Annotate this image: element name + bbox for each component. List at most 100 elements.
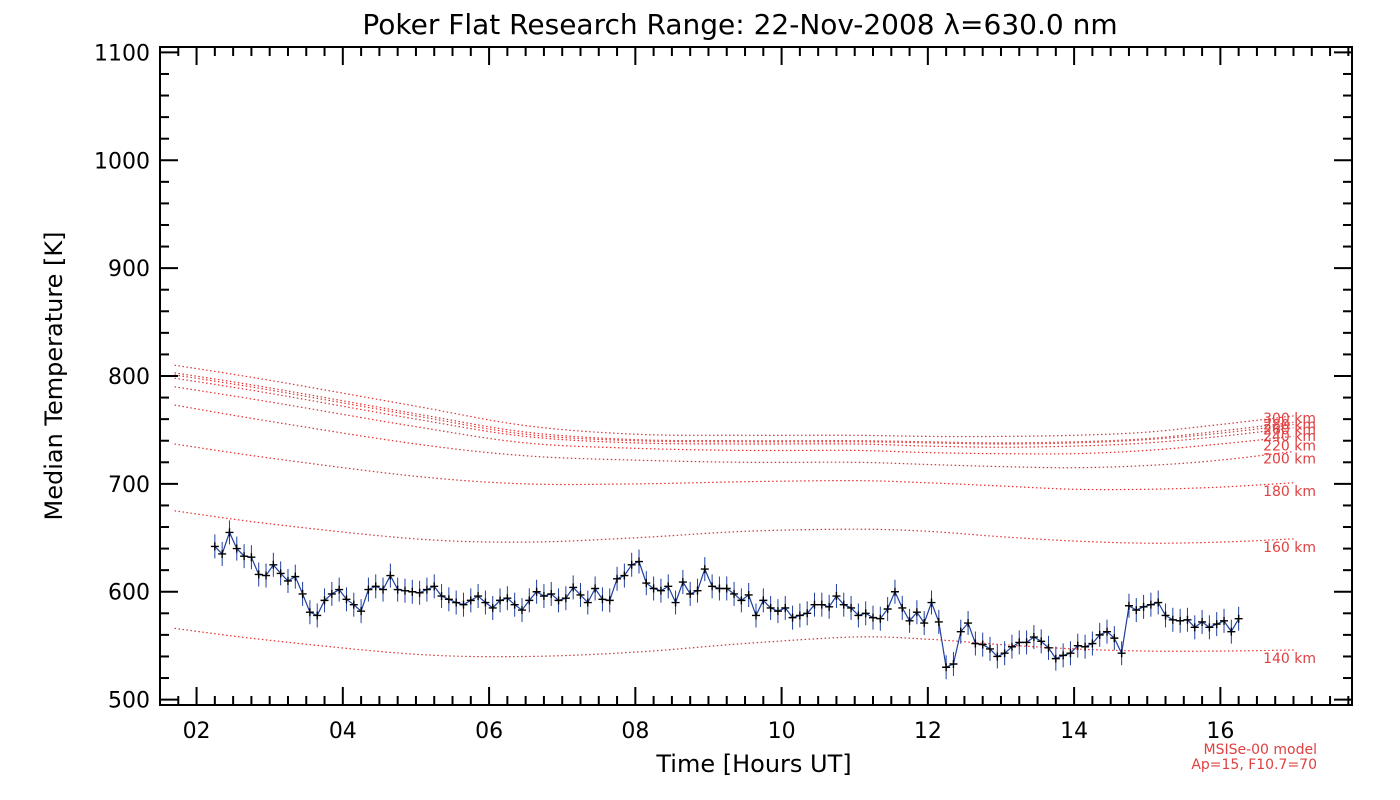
data-point (210, 542, 219, 551)
data-point (262, 571, 271, 580)
data-point (978, 640, 987, 649)
data-point (576, 590, 585, 599)
data-point (730, 589, 739, 598)
chart-title: Poker Flat Research Range: 22-Nov-2008 λ… (362, 8, 1117, 41)
data-point (686, 589, 695, 598)
data-point (854, 611, 863, 620)
data-point (671, 598, 680, 607)
y-axis: 500 600 700 800 900 1000 1100 (94, 41, 1352, 714)
data-point (986, 644, 995, 653)
data-point (269, 560, 278, 569)
data-point (1029, 633, 1038, 642)
data-point (1146, 600, 1155, 609)
data-point (415, 588, 424, 597)
data-point (583, 598, 592, 607)
y-tick-label: 600 (108, 581, 150, 606)
model-curve (174, 386, 1294, 455)
x-tick-label: 10 (768, 719, 796, 744)
altitude-label: 260 km (1263, 423, 1316, 439)
x-tick-label: 04 (329, 719, 357, 744)
data-point (1132, 606, 1141, 615)
data-point (371, 582, 380, 591)
data-point (788, 613, 797, 622)
data-point (1059, 651, 1068, 660)
data-point (539, 592, 548, 601)
data-point (452, 598, 461, 607)
model-curve (174, 364, 1294, 438)
altitude-label: 300 km (1263, 411, 1316, 427)
data-point (569, 583, 578, 592)
data-point (1168, 615, 1177, 624)
data-point (408, 587, 417, 596)
data-point (1088, 639, 1097, 648)
data-point (1205, 623, 1214, 632)
data-point (320, 596, 329, 605)
data-point (298, 589, 307, 598)
data-point (605, 596, 614, 605)
y-tick-label: 800 (108, 365, 150, 390)
data-point (883, 604, 892, 613)
x-axis: 02 04 06 08 10 12 14 16 (159, 47, 1350, 744)
data-point (517, 606, 526, 615)
data-point (254, 570, 263, 579)
data-point (422, 585, 431, 594)
data-point (1190, 623, 1199, 632)
data-point (656, 586, 665, 595)
data-point (459, 600, 468, 609)
data-point (693, 586, 702, 595)
data-point (825, 602, 834, 611)
data-point (1037, 637, 1046, 646)
data-point (1139, 602, 1148, 611)
data-point (912, 608, 921, 617)
data-point (393, 585, 402, 594)
data-point (839, 600, 848, 609)
altitude-label: 200 km (1263, 452, 1316, 468)
data-point (664, 582, 673, 591)
data-point (1103, 627, 1112, 636)
data-point (803, 609, 812, 618)
data-point (276, 569, 285, 578)
data-point (781, 603, 790, 612)
data-point (1117, 649, 1126, 658)
data-point (1081, 642, 1090, 651)
model-curve (174, 374, 1294, 445)
data-point (759, 596, 768, 605)
data-point (1007, 642, 1016, 651)
data-point (832, 592, 841, 601)
data-point (1220, 616, 1229, 625)
data-point (554, 596, 563, 605)
data-point (847, 603, 856, 612)
data-point (627, 560, 636, 569)
data-point (1227, 627, 1236, 636)
data-point (598, 595, 607, 604)
data-point (247, 553, 256, 562)
y-axis-label: Median Temperature [K] (40, 231, 68, 520)
data-point (335, 585, 344, 594)
data-point (547, 589, 556, 598)
data-point (642, 579, 651, 588)
data-point (291, 572, 300, 581)
data-point (1051, 654, 1060, 663)
data-point (1073, 641, 1082, 650)
data-point (313, 611, 322, 620)
x-tick-label: 12 (914, 719, 942, 744)
data-point (379, 585, 388, 594)
y-tick-label: 1100 (94, 41, 150, 66)
x-axis-label: Time [Hours UT] (655, 750, 851, 778)
data-point (861, 609, 870, 618)
data-point (510, 600, 519, 609)
data-point (744, 590, 753, 599)
data-point (218, 549, 227, 558)
data-point (795, 611, 804, 620)
data-point (437, 592, 446, 601)
y-tick-label: 500 (108, 689, 150, 714)
data-point (708, 582, 717, 591)
data-point (993, 652, 1002, 661)
model-curve (174, 627, 1294, 658)
data-point (444, 595, 453, 604)
data-point (532, 587, 541, 596)
data-point (1212, 620, 1221, 629)
y-tick-label: 700 (108, 473, 150, 498)
data-point (225, 528, 234, 537)
